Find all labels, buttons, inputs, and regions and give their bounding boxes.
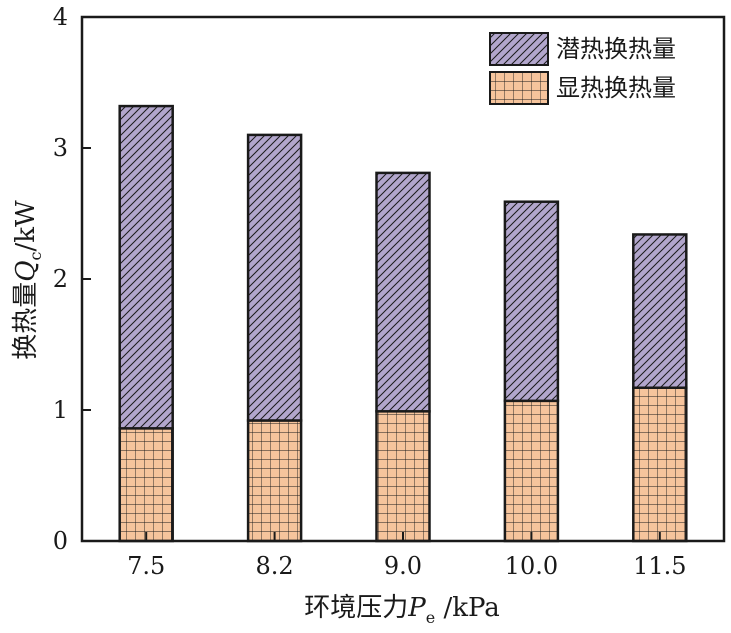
bar-sensible-9.0 (375, 410, 431, 543)
y-tick-label-1: 1 (53, 396, 68, 424)
legend-swatch-latent (489, 32, 549, 66)
legend-label-latent: 潜热换热量 (556, 35, 676, 63)
bar-latent-11.5 (632, 233, 688, 389)
legend-label-sensible: 显热换热量 (556, 74, 676, 102)
x-axis-title: 环境压力Pe /kPa (304, 593, 500, 627)
bar-latent-7.5 (118, 104, 174, 430)
bars-layer (118, 104, 688, 543)
y-tick-label-2: 2 (53, 265, 68, 293)
bar-sensible-7.5 (118, 427, 174, 543)
bar-latent-10.0 (503, 200, 560, 403)
bar-latent-9.0 (375, 171, 431, 413)
axes-layer: 0 1 2 3 4 7.5 8.2 9.0 10.0 11.5 (53, 3, 726, 580)
bar-sensible-10.0 (503, 399, 560, 543)
x-tick-label-8.2: 8.2 (256, 552, 294, 580)
x-tick-label-11.5: 11.5 (633, 552, 686, 580)
x-tick-label-9.0: 9.0 (384, 552, 422, 580)
y-tick-label-4: 4 (53, 3, 68, 31)
bar-sensible-11.5 (632, 386, 688, 543)
x-tick-label-10.0: 10.0 (505, 552, 558, 580)
bar-sensible-8.2 (246, 419, 303, 543)
legend: 潜热换热量 显热换热量 (489, 32, 676, 105)
legend-swatch-sensible (489, 71, 549, 105)
y-tick-label-3: 3 (53, 134, 68, 162)
bar-latent-8.2 (246, 133, 303, 422)
y-tick-label-0: 0 (53, 527, 68, 555)
x-tick-label-7.5: 7.5 (127, 552, 165, 580)
y-axis-title: 换热量Qc/kW (11, 200, 45, 360)
